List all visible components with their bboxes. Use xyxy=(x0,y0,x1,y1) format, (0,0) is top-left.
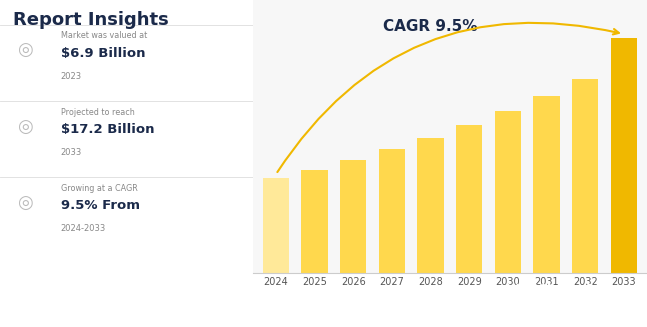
Text: $6.9 Billion: $6.9 Billion xyxy=(61,47,145,60)
Bar xyxy=(340,160,366,272)
Bar xyxy=(378,149,405,272)
Bar xyxy=(417,138,444,272)
Bar xyxy=(611,38,637,272)
Bar xyxy=(302,170,327,272)
Text: 2023: 2023 xyxy=(61,72,82,81)
Bar xyxy=(456,125,482,272)
Text: 9.5% From: 9.5% From xyxy=(61,199,140,212)
Text: © All right reserved: © All right reserved xyxy=(543,310,641,319)
Text: 2033: 2033 xyxy=(61,148,82,157)
Text: Growing at a CAGR: Growing at a CAGR xyxy=(61,184,137,193)
Bar xyxy=(572,79,598,272)
Text: CAGR 9.5%: CAGR 9.5% xyxy=(383,19,477,34)
Bar xyxy=(495,111,521,272)
Text: Report Insights: Report Insights xyxy=(13,11,168,29)
Text: ◎: ◎ xyxy=(17,194,33,212)
Text: $17.2 Billion: $17.2 Billion xyxy=(61,123,154,136)
Text: Market was valued at: Market was valued at xyxy=(61,31,147,40)
Text: Projected to reach: Projected to reach xyxy=(61,108,135,117)
Text: ◎: ◎ xyxy=(17,118,33,136)
Text: Report Code: A03868: Report Code: A03868 xyxy=(6,310,111,319)
Text: Sales Tax Software Market: Sales Tax Software Market xyxy=(6,284,164,295)
Bar xyxy=(263,179,289,272)
Text: Allied Market Research: Allied Market Research xyxy=(504,284,641,295)
Text: ◎: ◎ xyxy=(17,42,33,60)
Bar xyxy=(533,96,560,272)
Text: 2024-2033: 2024-2033 xyxy=(61,224,106,233)
